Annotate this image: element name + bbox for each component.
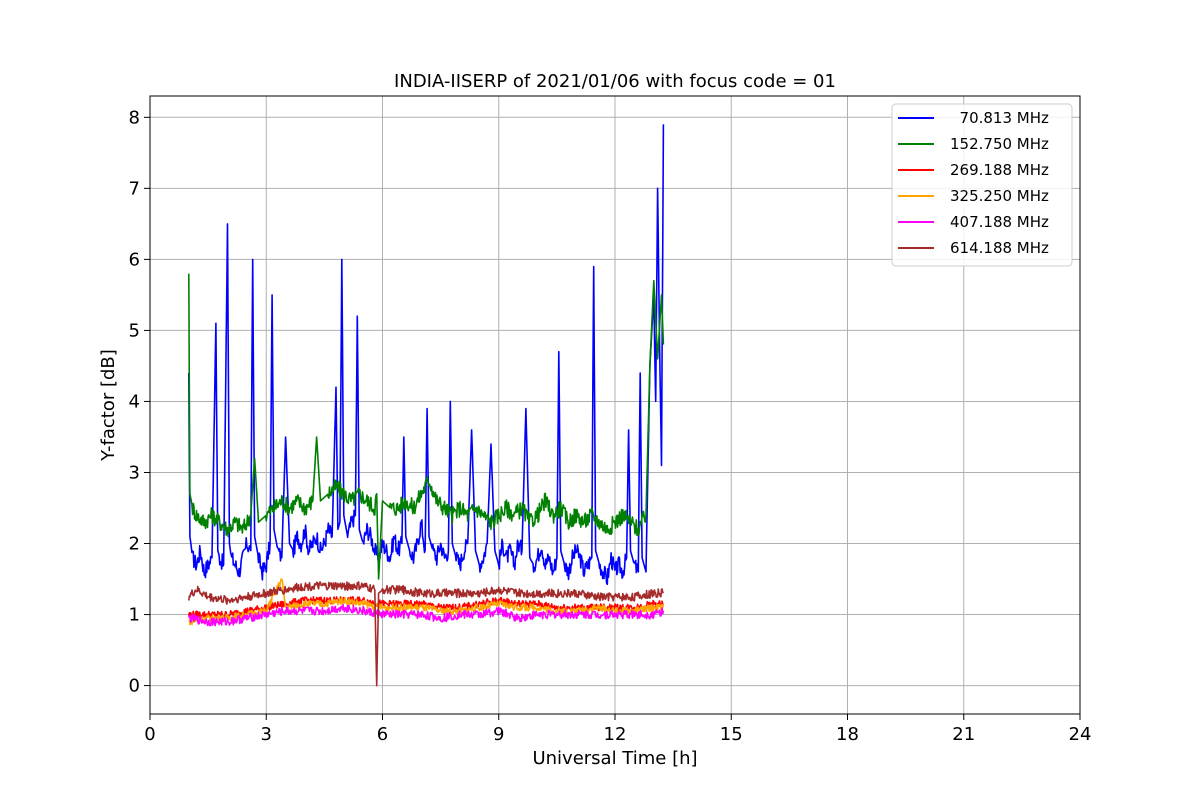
legend: 70.813 MHz 152.750 MHz 269.188 MHz 325.250 … bbox=[891, 103, 1073, 267]
y-tick-label: 6 bbox=[129, 249, 140, 270]
x-axis-label: Universal Time [h] bbox=[532, 748, 697, 769]
y-tick-label: 7 bbox=[129, 178, 140, 199]
x-tick-label: 24 bbox=[1069, 724, 1092, 745]
series-line bbox=[188, 578, 665, 626]
series-lines bbox=[188, 124, 665, 687]
x-tick-label: 12 bbox=[604, 724, 627, 745]
y-tick-label: 0 bbox=[129, 676, 140, 697]
legend-label: 407.188 MHz bbox=[950, 213, 1049, 231]
y-tick-label: 5 bbox=[129, 320, 140, 341]
x-tick-label: 0 bbox=[144, 724, 155, 745]
legend-box bbox=[891, 103, 1073, 267]
series-line bbox=[188, 273, 665, 580]
series-line bbox=[188, 124, 665, 586]
legend-label: 269.188 MHz bbox=[950, 161, 1049, 179]
legend-label: 614.188 MHz bbox=[950, 239, 1049, 257]
series-line bbox=[188, 603, 665, 627]
legend-label: 152.750 MHz bbox=[950, 135, 1049, 153]
y-tick-label: 2 bbox=[129, 534, 140, 555]
series-line bbox=[188, 581, 665, 687]
y-axis-label: Y-factor [dB] bbox=[98, 349, 119, 462]
x-tick-label: 3 bbox=[261, 724, 272, 745]
x-tick-label: 6 bbox=[377, 724, 388, 745]
legend-label: 70.813 MHz bbox=[950, 109, 1049, 127]
y-tick-label: 3 bbox=[129, 462, 140, 483]
x-tick-label: 15 bbox=[720, 724, 743, 745]
legend-label: 325.250 MHz bbox=[950, 187, 1049, 205]
chart-title: INDIA-IISERP of 2021/01/06 with focus co… bbox=[394, 71, 836, 92]
y-tick-label: 8 bbox=[129, 107, 140, 128]
x-tick-label: 21 bbox=[952, 724, 975, 745]
x-tick-label: 9 bbox=[493, 724, 504, 745]
y-tick-label: 1 bbox=[129, 605, 140, 626]
x-tick-label: 18 bbox=[836, 724, 859, 745]
y-tick-label: 4 bbox=[129, 391, 140, 412]
